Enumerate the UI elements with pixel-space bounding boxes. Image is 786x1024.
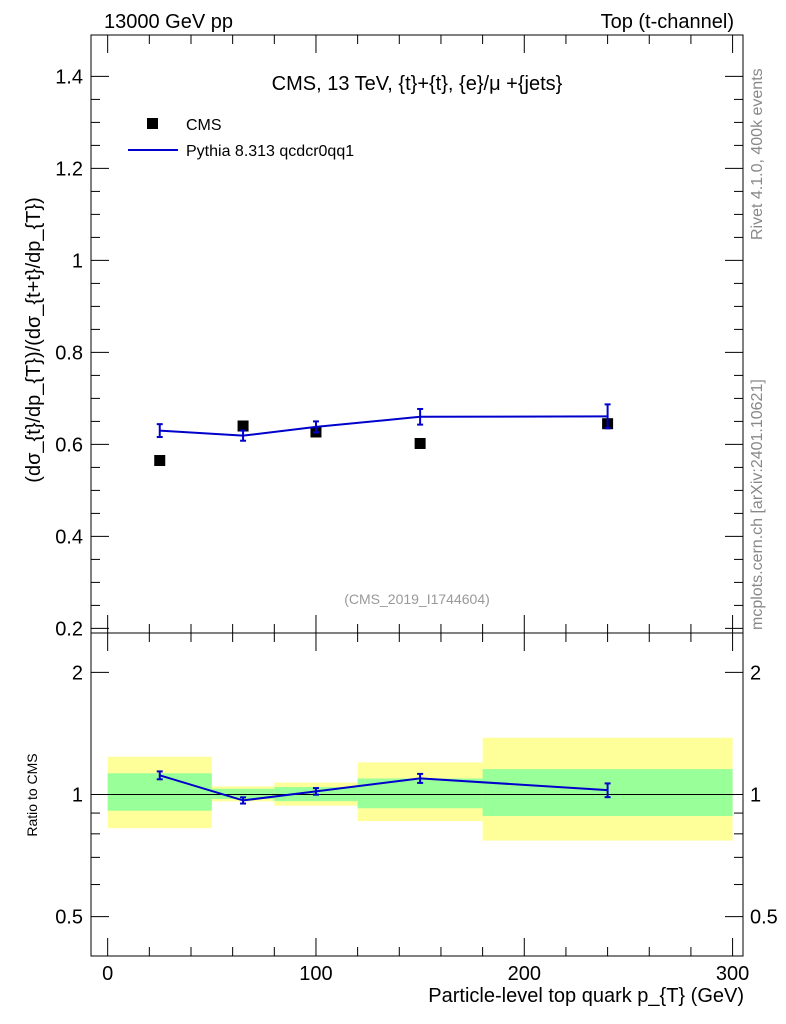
ratio-x-tick-label: 300: [716, 963, 749, 985]
main-y-tick-label: 1.4: [55, 66, 83, 88]
ratio-y-axis-label: Ratio to CMS: [24, 753, 40, 836]
ratio-y-tick-label-right: 2: [750, 662, 761, 684]
ratio-y-ticks: 0.5 0.5 1 1 2 2: [55, 662, 778, 957]
ratio-y-tick-label: 2: [72, 662, 83, 684]
main-y-tick-label: 0.8: [55, 342, 83, 364]
main-x-ticks: [107, 35, 734, 633]
x-axis-label: Particle-level top quark p_{T} (GeV): [428, 985, 744, 1007]
main-y-ticks: 0.2 0.4 0.6 0.8 1 1.2 1.4: [55, 66, 743, 640]
legend: CMS Pythia 8.313 qcdcr0qq1: [128, 117, 354, 160]
ratio-x-tick-label: 100: [299, 963, 332, 985]
main-y-tick-label: 1: [72, 250, 83, 272]
main-y-axis-label: (dσ_{t}/dp_{T})/(dσ_{t+t}/dp_{T}): [23, 197, 45, 482]
pythia-series: [156, 403, 611, 442]
rivet-label: Rivet 4.1.0, 400k events: [749, 68, 766, 240]
ratio-y-tick-label: 1: [72, 785, 83, 807]
main-panel: CMS, 13 TeV, {t}+{t}, {e}/μ +{jets} (CMS…: [23, 34, 744, 640]
cms-data-point: [414, 437, 426, 449]
main-y-tick-label: 0.2: [55, 618, 83, 640]
analysis-id: (CMS_2019_I1744604): [344, 591, 490, 607]
ratio-y-tick-label-right: 0.5: [750, 907, 778, 929]
ratio-y-tick-label-right: 1: [750, 785, 761, 807]
header-right: Top (t-channel): [601, 11, 734, 33]
uncertainty-bands: [107, 737, 733, 841]
mcplots-label: mcplots.cern.ch [arXiv:2401.10621]: [749, 379, 766, 630]
cms-data-point: [237, 420, 249, 432]
header-left: 13000 GeV pp: [104, 11, 233, 33]
ratio-x-tick-label: 200: [508, 963, 541, 985]
main-y-tick-label: 0.6: [55, 434, 83, 456]
ratio-pythia-series: [156, 770, 611, 805]
ratio-x-ticks: 0 100 200 300: [102, 633, 749, 985]
cms-data-series: [154, 418, 614, 466]
ratio-y-tick-label: 0.5: [55, 907, 83, 929]
ratio-x-tick-label: 0: [102, 963, 113, 985]
main-y-tick-label: 1.2: [55, 158, 83, 180]
legend-cms-marker: [147, 118, 158, 129]
cms-data-point: [154, 455, 166, 466]
legend-cms-label: CMS: [186, 117, 222, 134]
green-band: [211, 788, 275, 799]
legend-pythia-label: Pythia 8.313 qcdcr0qq1: [186, 143, 354, 160]
ratio-panel: Ratio to CMS Particle-level top quark p_…: [24, 632, 778, 1007]
plot-title: CMS, 13 TeV, {t}+{t}, {e}/μ +{jets}: [272, 73, 563, 95]
pythia-line: [159, 415, 608, 437]
main-y-tick-label: 0.4: [55, 526, 83, 548]
